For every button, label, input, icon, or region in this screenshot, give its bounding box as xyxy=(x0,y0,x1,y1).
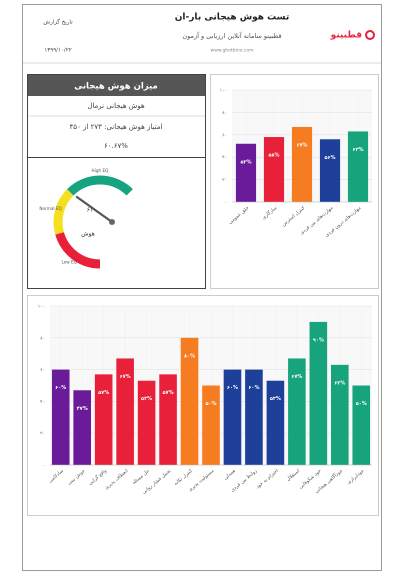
bar xyxy=(235,143,257,202)
y-tick-label: ۶۰ xyxy=(40,368,45,373)
gauge-hub xyxy=(109,219,115,225)
report-subtitle: قطبینو سامانه آنلاین ارزیابی و آزمون xyxy=(182,31,281,40)
bar xyxy=(347,131,369,202)
logo-text: قطبینو xyxy=(330,31,362,41)
gauge-zone-label: High EQ xyxy=(92,168,110,173)
summary-title: میزان هوش هیجانی xyxy=(74,82,158,92)
bar-value-label: ۵۰% xyxy=(356,401,367,407)
bar-value-label: ۴۷% xyxy=(77,406,88,412)
bar xyxy=(245,369,263,465)
bar-value-label: ۵۷% xyxy=(98,390,109,396)
summary-header xyxy=(28,75,205,96)
bar xyxy=(266,380,285,465)
bar xyxy=(137,380,156,465)
bar-value-label: ۵۷% xyxy=(163,390,174,396)
bar xyxy=(319,139,341,202)
y-tick-label: ۰ xyxy=(43,464,45,469)
summary-level: هوش هیجانی نرمال xyxy=(87,102,145,110)
bar-value-label: ۵۸% xyxy=(268,153,279,159)
y-tick-label: ۱۰۰ xyxy=(220,89,227,94)
y-tick-label: ۱۰۰ xyxy=(38,305,45,310)
gauge-value: ۶۱ xyxy=(87,206,93,213)
logo-icon xyxy=(365,30,375,40)
bar xyxy=(223,369,242,465)
bar-value-label: ۵۳% xyxy=(270,396,281,402)
bar xyxy=(159,374,177,465)
bar xyxy=(73,390,92,465)
gauge-zone-label: Low EQ xyxy=(61,260,77,265)
y-tick-label: ۴۰ xyxy=(40,400,45,405)
gauge-center-label: هوش xyxy=(81,231,95,238)
bar-value-label: ۶۳% xyxy=(352,147,363,153)
bar-value-label: ۶۰% xyxy=(55,385,66,391)
gauge: Low EQ Normal EQ High EQ ۶۱ هوش xyxy=(39,168,133,269)
bar-value-label: ۶۰% xyxy=(248,385,259,391)
bar xyxy=(291,126,313,202)
y-tick-label: ۴۰ xyxy=(222,156,227,161)
bar xyxy=(116,358,134,465)
bar xyxy=(51,369,70,465)
bar xyxy=(288,358,306,465)
y-tick-label: ۲۰ xyxy=(40,432,45,437)
gauge-zone-label: Normal EQ xyxy=(39,206,62,211)
y-tick-label: ۶۰ xyxy=(222,133,227,138)
bar xyxy=(180,337,199,465)
bar-value-label: ۸۰% xyxy=(184,353,195,359)
bar-value-label: ۹۰% xyxy=(313,337,324,343)
site-url: www.ghotbino.com xyxy=(211,48,254,54)
y-tick-label: ۰ xyxy=(225,201,227,206)
bar-value-label: ۵۰% xyxy=(205,401,216,407)
gauge-zone xyxy=(55,231,101,269)
bar xyxy=(94,374,113,465)
bar xyxy=(263,137,285,202)
bar-value-label: ۵۲% xyxy=(240,159,251,165)
gauge-needle xyxy=(75,195,114,224)
bar xyxy=(352,385,371,465)
bar-value-label: ۶۷% xyxy=(120,374,131,380)
report-title: تست هوش هیجانی بار-ان xyxy=(175,13,289,23)
y-tick-label: ۲۰ xyxy=(222,178,227,183)
y-tick-label: ۸۰ xyxy=(222,111,227,116)
report-date: ۱۳۹۹/۱۰/۲۲ xyxy=(44,48,71,54)
bar-value-label: ۶۷% xyxy=(291,374,302,380)
bar-value-label: ۵۶% xyxy=(324,155,335,161)
gauge-zone xyxy=(53,189,74,235)
summary-percent: ۶۰.۶۷% xyxy=(104,142,128,150)
bar-value-label: ۵۳% xyxy=(141,396,152,402)
y-tick-label: ۸۰ xyxy=(40,336,45,341)
bar-value-label: ۶۷% xyxy=(296,142,307,148)
bar-value-label: ۶۰% xyxy=(227,385,238,391)
gauge-zone xyxy=(67,175,133,196)
bar xyxy=(202,385,220,465)
date-label: تاریخ گزارش xyxy=(43,19,73,26)
summary-score: امتیاز هوش هیجانی: ۲۷۳ از ۴۵۰ xyxy=(70,123,163,131)
bar-value-label: ۶۳% xyxy=(334,380,345,386)
bar xyxy=(309,321,328,465)
bar xyxy=(330,364,349,465)
